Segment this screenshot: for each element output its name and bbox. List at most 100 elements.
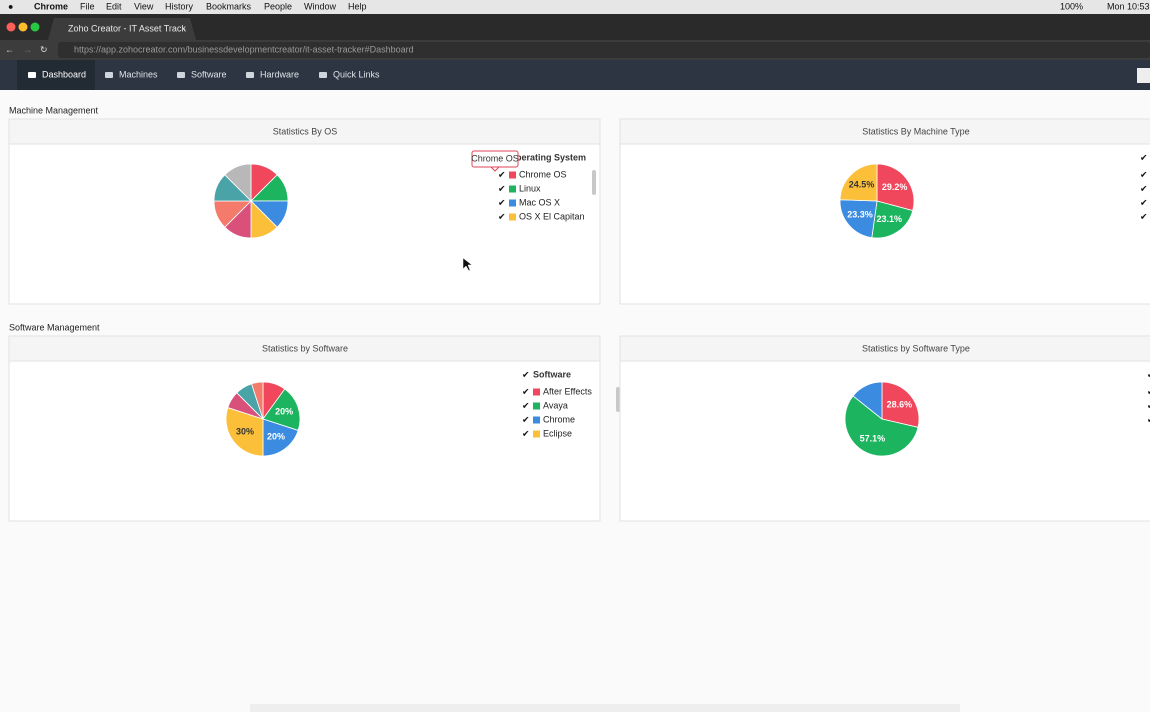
back-button[interactable]: ← [5, 44, 14, 54]
legend-check[interactable]: ✔ [522, 369, 530, 379]
slice-label: 28.6% [887, 400, 913, 410]
minimize-button[interactable] [18, 22, 28, 32]
nav-item[interactable]: Dashboard [42, 69, 86, 79]
legend-scrollbar [616, 387, 620, 412]
panel [8, 118, 601, 305]
slice-label: 20% [267, 431, 285, 441]
pie-slice [839, 199, 878, 239]
legend-label[interactable]: Eclipse [543, 428, 572, 438]
legend-label[interactable]: After Effects [543, 386, 592, 396]
legend-swatch [509, 199, 516, 207]
apple-icon[interactable]: ● [8, 1, 13, 11]
nav-item[interactable]: Software [191, 69, 227, 79]
tooltip-arrow [489, 166, 501, 172]
legend-label[interactable]: Avaya [543, 400, 568, 410]
pie-slice [225, 407, 264, 457]
legend-swatch [509, 171, 516, 179]
menu-item[interactable]: Help [348, 1, 367, 11]
legend-check[interactable]: ✔ [522, 428, 530, 438]
legend-check[interactable]: ✔ [498, 211, 506, 221]
nav-item[interactable]: Quick Links [333, 69, 380, 79]
pie-slice [262, 418, 299, 457]
menu-item[interactable]: Bookmarks [206, 1, 252, 11]
chart-title: Statistics By OS [273, 126, 338, 136]
pie-slice [224, 163, 252, 202]
slice-label: 23.1% [876, 214, 902, 224]
legend-check[interactable]: ✔ [1140, 211, 1148, 221]
legend-check[interactable]: ✔ [522, 414, 530, 424]
clock: Mon 10:53 [1107, 1, 1150, 11]
battery: 100% [1060, 1, 1083, 11]
legend-label[interactable]: Linux [519, 183, 541, 193]
reload-button[interactable]: ↻ [40, 44, 48, 54]
pie-slice [262, 388, 301, 431]
menu-bar [0, 0, 1150, 14]
menu-item[interactable]: View [134, 1, 154, 11]
legend-swatch [533, 388, 540, 396]
nav-icon[interactable] [319, 72, 327, 78]
slice-label: 23.3% [847, 210, 873, 220]
legend-label[interactable]: OS X El Capitan [519, 211, 585, 221]
panel-header [619, 335, 1150, 362]
legend-check[interactable]: ✔ [1147, 386, 1150, 396]
legend-check[interactable]: ✔ [1140, 183, 1148, 193]
close-button[interactable] [6, 22, 16, 32]
bottom-shadow [250, 704, 960, 712]
legend-check[interactable]: ✔ [498, 169, 506, 179]
chart-title: Statistics By Machine Type [862, 126, 969, 136]
slice-label: 24.5% [849, 179, 875, 189]
nav-item[interactable]: Hardware [260, 69, 299, 79]
legend-title: Software [533, 369, 571, 379]
legend-swatch [533, 416, 540, 424]
menu-item[interactable]: History [165, 1, 194, 11]
legend-check[interactable]: ✔ [1147, 400, 1150, 410]
nav-icon[interactable] [246, 72, 254, 78]
pie-slice [251, 381, 264, 420]
address-bar[interactable] [58, 42, 1150, 58]
legend-swatch [533, 402, 540, 410]
legend-scrollbar [592, 170, 596, 195]
legend-label[interactable]: Chrome [543, 414, 575, 424]
url[interactable]: https://app.zohocreator.com/businessdeve… [74, 44, 414, 54]
zoom-button[interactable] [30, 22, 40, 32]
cursor [462, 257, 473, 272]
legend-check[interactable]: ✔ [498, 197, 506, 207]
slice-label: 30% [236, 426, 254, 436]
tooltip-text: Chrome OS [471, 153, 519, 163]
menu-item[interactable]: Edit [106, 1, 122, 11]
legend-check[interactable]: ✔ [1140, 169, 1148, 179]
slice-label: 57.1% [860, 433, 886, 443]
avatar[interactable] [1137, 68, 1150, 83]
tab-title[interactable]: Zoho Creator - IT Asset Track [68, 23, 186, 33]
legend-check[interactable]: ✔ [1140, 197, 1148, 207]
menu-item[interactable]: File [80, 1, 95, 11]
nav-icon[interactable] [28, 72, 36, 78]
legend-title: Operating System [509, 152, 586, 162]
nav-item[interactable]: Machines [119, 69, 158, 79]
menu-item[interactable]: Window [304, 1, 337, 11]
legend-check[interactable]: ✔ [1147, 369, 1150, 379]
pie-slice [844, 395, 919, 457]
forward-button[interactable]: → [23, 44, 32, 54]
nav-icon[interactable] [177, 72, 185, 78]
panel-header [8, 335, 601, 362]
legend-label[interactable]: Chrome OS [519, 169, 567, 179]
legend-check[interactable]: ✔ [1140, 152, 1148, 162]
pie-slice [876, 163, 915, 212]
panel-header [8, 118, 601, 145]
legend-label[interactable]: Mac OS X [519, 197, 560, 207]
nav-icon[interactable] [105, 72, 113, 78]
menu-app[interactable]: Chrome [34, 1, 68, 11]
menu-item[interactable]: People [264, 1, 292, 11]
legend-swatch [509, 185, 516, 193]
section-title: Software Management [9, 322, 100, 332]
tab[interactable] [48, 18, 196, 40]
legend-check[interactable]: ✔ [522, 400, 530, 410]
legend-check[interactable]: ✔ [1147, 414, 1150, 424]
legend-check[interactable]: ✔ [522, 386, 530, 396]
chart-title: Statistics by Software [262, 343, 348, 353]
legend-check[interactable]: ✔ [498, 183, 506, 193]
tab-close[interactable]: × [181, 23, 186, 33]
legend-swatch [509, 213, 516, 221]
